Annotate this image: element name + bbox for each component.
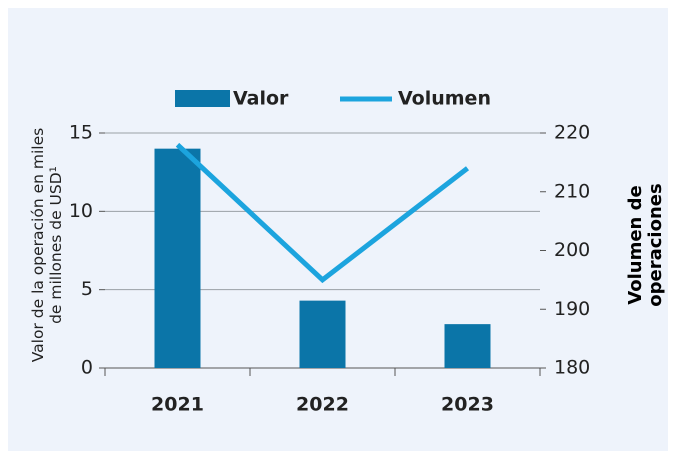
y-axis-title-line: de millones de USD¹ — [47, 166, 65, 324]
bar — [299, 300, 346, 368]
y-tick-label: 0 — [81, 357, 93, 379]
x-tick-label: 2021 — [151, 394, 204, 416]
y2-tick-label: 220 — [554, 122, 590, 144]
y-tick-label: 15 — [69, 122, 93, 144]
y2-tick-label: 190 — [554, 298, 590, 320]
y-axis-title-line: Valor de la operación en miles — [29, 128, 47, 362]
legend-label: Valor — [233, 88, 289, 110]
y-tick-label: 10 — [69, 200, 93, 222]
panel — [8, 8, 668, 451]
line — [175, 142, 470, 284]
x-tick-label: 2023 — [441, 394, 494, 416]
y2-axis-title: Volumen deoperaciones — [625, 183, 666, 306]
bar — [444, 324, 491, 368]
legend-label: Volumen — [398, 88, 491, 110]
y-axis-title: Valor de la operación en milesde millone… — [29, 128, 65, 362]
y2-tick-label: 180 — [554, 357, 590, 379]
y2-tick-label: 210 — [554, 180, 590, 202]
y2-tick-label: 200 — [554, 239, 590, 261]
y-tick-label: 5 — [81, 278, 93, 300]
y2-axis-title-line: operaciones — [645, 183, 666, 306]
legend-swatch — [175, 90, 230, 107]
y2-axis-title-line: Volumen de — [625, 185, 646, 304]
bar — [154, 148, 201, 368]
x-tick-label: 2022 — [296, 394, 349, 416]
